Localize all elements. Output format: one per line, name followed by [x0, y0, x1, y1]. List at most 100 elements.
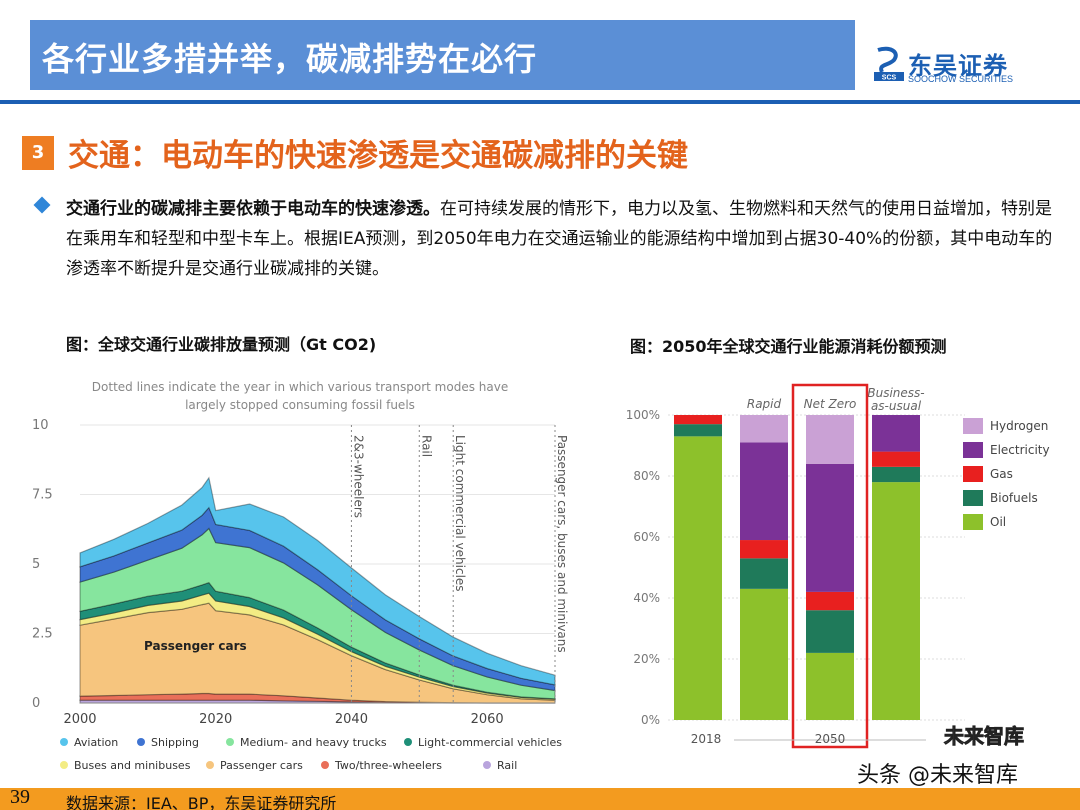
- legend-label: Gas: [990, 467, 1013, 481]
- company-logo: SCS 东吴证券 SOOCHOW SECURITIES: [874, 46, 1044, 86]
- legend-swatch: [226, 738, 234, 746]
- x-tick-label: 2020: [199, 712, 232, 727]
- y-tick-label: 40%: [633, 591, 660, 605]
- scenario-label: as-usual: [871, 399, 922, 413]
- bar-segment-electricity: [872, 415, 920, 452]
- legend-item: Biofuels: [963, 490, 1038, 506]
- x-group-label: 2018: [691, 732, 722, 746]
- legend-swatch: [963, 514, 983, 530]
- legend-swatch: [60, 761, 68, 769]
- legend-item: Oil: [963, 514, 1006, 530]
- bar-segment-gas: [740, 540, 788, 559]
- legend-item: Two/three-wheelers: [321, 759, 442, 772]
- bar-segment-biofuels: [740, 558, 788, 589]
- legend-swatch: [321, 761, 329, 769]
- legend-item: Light-commercial vehicles: [404, 736, 562, 749]
- x-tick-label: 2060: [471, 712, 504, 727]
- body-paragraph: 交通行业的碳减排主要依赖于电动车的快速渗透。在可持续发展的情形下，电力以及氢、生…: [66, 194, 1056, 284]
- x-group-label: 2050: [815, 732, 846, 746]
- bar-segment-oil: [674, 436, 722, 720]
- bar-segment-biofuels: [674, 424, 722, 437]
- legend-item: Shipping: [137, 736, 199, 749]
- bar-segment-oil: [806, 652, 854, 720]
- legend-item: Rail: [483, 759, 517, 772]
- y-tick-label: 60%: [633, 530, 660, 544]
- milestone-label: 2&3-wheelers: [351, 435, 365, 518]
- section-title: 交通：电动车的快速渗透是交通碳减排的关键: [68, 138, 688, 174]
- milestone-label: Passenger cars, buses and minivans: [555, 435, 569, 653]
- legend-item: Gas: [963, 466, 1013, 482]
- legend-label: Biofuels: [990, 491, 1038, 505]
- bar-segment-gas: [872, 451, 920, 467]
- left-chart-caption: 图：全球交通行业碳排放量预测（Gt CO2): [66, 335, 377, 354]
- right-chart-caption: 图：2050年全球交通行业能源消耗份额预测: [630, 337, 947, 356]
- data-source: 数据来源：IEA、BP，东吴证券研究所: [66, 794, 337, 810]
- legend-swatch: [963, 418, 983, 434]
- header-divider: [0, 100, 1080, 104]
- legend-item: Aviation: [60, 736, 118, 749]
- y-tick-label: 10: [32, 418, 49, 433]
- svg-text:SCS: SCS: [882, 75, 897, 82]
- legend-label: Electricity: [990, 443, 1050, 457]
- footer-bar: [0, 788, 1080, 810]
- body-lead: 交通行业的碳减排主要依赖于电动车的快速渗透。: [66, 199, 440, 219]
- legend-swatch: [137, 738, 145, 746]
- page-title: 各行业多措并举，碳减排势在必行: [42, 40, 538, 78]
- legend-item: Electricity: [963, 442, 1050, 458]
- section-number: 3: [22, 136, 54, 170]
- bar-segment-biofuels: [872, 466, 920, 483]
- logo-english-name: SOOCHOW SECURITIES: [908, 74, 1014, 84]
- milestone-label: Light commercial vehicles: [453, 435, 467, 592]
- bullet-diamond-icon: [33, 196, 51, 214]
- legend-label: Rail: [497, 759, 517, 772]
- legend-swatch: [963, 466, 983, 482]
- legend-label: Buses and minibuses: [74, 759, 191, 772]
- legend-label: Shipping: [151, 736, 199, 749]
- legend-item: Passenger cars: [206, 759, 303, 772]
- y-tick-label: 7.5: [32, 488, 53, 503]
- legend-label: Light-commercial vehicles: [418, 736, 562, 749]
- scenario-label: Rapid: [747, 397, 782, 411]
- y-tick-label: 0%: [641, 713, 660, 727]
- watermark-logo-text: 未来智库: [944, 724, 1025, 749]
- legend-swatch: [963, 442, 983, 458]
- legend-item: Hydrogen: [963, 418, 1048, 434]
- bar-segment-oil: [740, 588, 788, 720]
- bar-segment-oil: [872, 482, 920, 720]
- bar-segment-gas: [674, 415, 722, 425]
- header-banner: [30, 20, 855, 90]
- legend-label: Passenger cars: [220, 759, 303, 772]
- watermark-text: 头条 @未来智库: [857, 763, 1018, 788]
- energy-share-bar-chart: 0% 20% 40% 60% 80% 100% Rapid Net Zero Business-…: [626, 383, 1050, 749]
- bar-segment-biofuels: [806, 610, 854, 653]
- scenario-label: Business-: [867, 386, 924, 400]
- bar-segment-hydrogen: [740, 415, 788, 443]
- y-tick-label: 5: [32, 557, 40, 572]
- legend-swatch: [483, 761, 491, 769]
- y-tick-label: 0: [32, 696, 40, 711]
- milestone-label: Rail: [419, 435, 433, 457]
- bar-segment-hydrogen: [806, 415, 854, 464]
- legend-item: Buses and minibuses: [60, 759, 191, 772]
- legend-label: Medium- and heavy trucks: [240, 736, 387, 749]
- legend-label: Oil: [990, 515, 1006, 529]
- bar-segment-electricity: [740, 442, 788, 541]
- area-series-aviation: [79, 476, 556, 686]
- legend-swatch: [404, 738, 412, 746]
- x-tick-label: 2000: [63, 712, 96, 727]
- chart-note-line-1: Dotted lines indicate the year in which …: [92, 380, 508, 394]
- legend-swatch: [60, 738, 68, 746]
- page-number: 39: [10, 786, 30, 808]
- chart-note-line-2: largely stopped consuming fossil fuels: [185, 398, 415, 412]
- body-text: 在可持续发展的情形下，电力以及氢、生物燃料和天然气的使用日益增加，特别是在乘用车…: [66, 199, 1053, 279]
- bar-segment-gas: [806, 591, 854, 611]
- legend-swatch: [963, 490, 983, 506]
- passenger-cars-inline-label: Passenger cars: [144, 639, 247, 653]
- legend-label: Two/three-wheelers: [334, 759, 442, 772]
- legend-item: Medium- and heavy trucks: [226, 736, 387, 749]
- scenario-label: Net Zero: [804, 397, 857, 411]
- y-tick-label: 20%: [633, 652, 660, 666]
- x-tick-label: 2040: [335, 712, 368, 727]
- y-tick-label: 80%: [633, 469, 660, 483]
- legend-label: Aviation: [74, 736, 118, 749]
